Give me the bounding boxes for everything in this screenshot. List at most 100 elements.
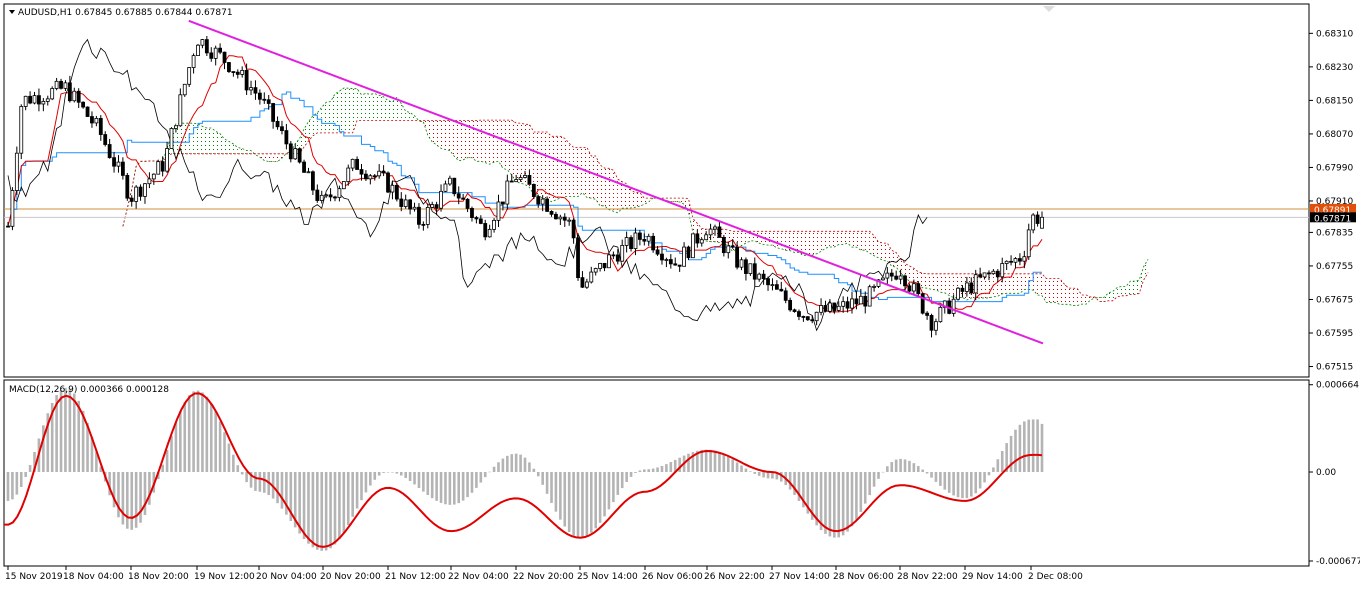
candle-body [713,226,717,230]
macd-histogram-bar [311,472,315,548]
macd-histogram-bar [731,459,734,473]
macd-histogram-bar [386,472,390,473]
trendline[interactable] [188,19,1044,345]
candle-body [293,148,298,160]
cloud-segment [511,120,517,182]
cloud-segment [1033,273,1038,295]
macd-histogram-bar [355,472,359,509]
candle-body [845,301,850,309]
macd-histogram-bar [254,472,257,491]
time-tick-label: 28 Nov 06:00 [833,572,894,582]
cloud-segment [768,231,773,246]
cloud-segment [900,258,905,278]
macd-histogram-bar [506,455,509,473]
cloud-segment [379,95,384,121]
cloud-segment [803,231,808,256]
cloud-segment [432,120,437,145]
bid-price-tag-text: 0.67871 [1314,214,1351,224]
candle-body [81,101,86,108]
price-tick-label: 0.67515 [1316,363,1353,373]
candle-body [956,287,960,300]
candle-body [90,116,94,124]
cloud-segment [542,132,548,199]
menu-triangle-icon[interactable] [9,10,15,14]
cloud-segment [1072,288,1078,306]
cloud-segment [847,231,852,248]
candle-body [346,167,351,182]
cloud-segment [604,168,609,210]
macd-tick-label: 0.000664 [1316,381,1359,391]
cloud-segment [741,231,746,246]
macd-histogram-bar [417,472,421,488]
macd-histogram-bar [629,472,633,477]
descending-trendline [188,19,1044,345]
candle-body [646,235,651,242]
macd-histogram-bar [841,472,845,536]
candle-body [470,208,474,218]
time-tick-label: 26 Nov 22:00 [704,572,765,582]
macd-histogram-bar [638,470,642,473]
candle-body [810,319,815,322]
cloud-segment [1134,280,1140,295]
macd-histogram-bar [837,472,841,538]
chikou-span-line [7,38,928,332]
cloud-segment [476,120,481,162]
cloud-segment [175,123,181,154]
macd-histogram-bar [156,472,160,480]
macd-histogram-bar [307,472,310,544]
macd-histogram-bar [262,472,266,493]
macd-histogram-bar [589,472,593,533]
cloud-segment [427,120,433,142]
cloud-segment [595,156,601,206]
macd-histogram-bar [740,465,743,473]
macd-histogram-bar [329,472,332,549]
macd-histogram-bar [1018,424,1022,473]
cloud-segment [949,273,954,298]
macd-histogram-bar [775,472,779,480]
candle-body [867,286,872,307]
macd-histogram-bar [68,389,72,473]
candle-body [483,223,488,238]
candle-body [403,199,408,207]
candle-body [863,295,868,307]
macd-histogram-bar [903,459,907,473]
cloud-segment [498,120,503,169]
macd-histogram-bar [514,453,518,473]
cloud-segment [458,120,464,161]
candle-body [633,232,638,250]
macd-histogram-bar [77,400,81,473]
macd-histogram-bar [391,472,394,473]
macd-histogram-bar [435,472,438,501]
candle-body [814,311,819,322]
candle-body [536,196,541,205]
cloud-segment [569,143,574,197]
macd-histogram-bar [669,462,673,473]
candle-body [399,198,404,207]
cloud-segment [573,147,578,197]
candle-body [319,194,324,201]
candle-body [182,83,187,96]
macd-histogram-bar [961,472,964,499]
macd-histogram-bar [921,469,924,473]
macd-histogram-bar [912,463,916,473]
candle-body [602,262,607,269]
macd-histogram-bar [559,472,562,520]
candle-body [801,316,806,318]
candle-body [107,144,112,159]
cloud-segment [852,231,857,248]
macd-histogram-bar [713,450,717,473]
candle-body [421,223,426,226]
time-tick-label: 25 Nov 14:00 [577,572,638,582]
cloud-segment [202,126,207,154]
cloud-segment [1006,273,1012,294]
time-tick-label: 28 Nov 22:00 [897,572,958,582]
cloud-segment [1126,281,1131,296]
candle-body [514,179,519,183]
candle-body [280,126,284,131]
candle-body [368,175,373,180]
macd-histogram-bar [364,472,368,493]
cloud-segment [962,273,967,300]
cloud-segment [352,88,358,133]
scroll-marker-icon[interactable] [1043,6,1055,12]
macd-histogram-bar [965,472,969,499]
